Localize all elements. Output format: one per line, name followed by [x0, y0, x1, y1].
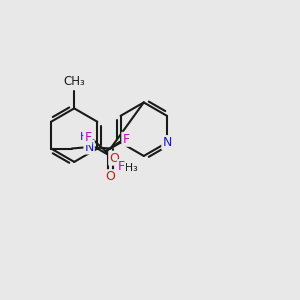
Text: F: F	[84, 131, 92, 144]
Text: CH₃: CH₃	[63, 75, 85, 88]
Text: CH₃: CH₃	[118, 163, 138, 173]
Text: N: N	[162, 136, 172, 149]
Text: F: F	[122, 133, 130, 146]
Text: O: O	[109, 152, 119, 165]
Text: H: H	[80, 132, 88, 142]
Text: N: N	[84, 140, 94, 154]
Text: F: F	[118, 160, 125, 173]
Text: O: O	[106, 170, 116, 183]
